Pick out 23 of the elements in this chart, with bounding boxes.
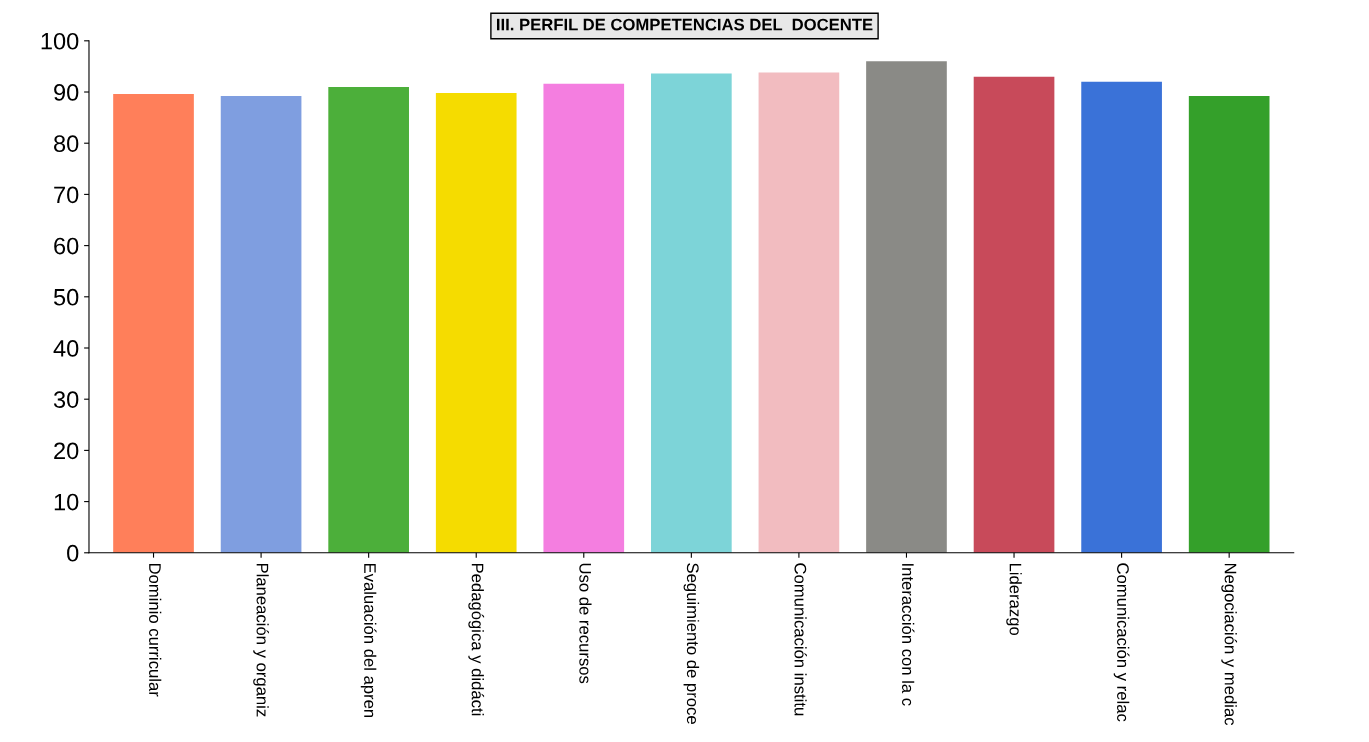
y-tick-label: 90	[54, 84, 79, 101]
y-tick-label: 20	[54, 442, 79, 460]
chart-title: III. PERFIL DE COMPETENCIAS DEL DOCENTE	[497, 18, 873, 31]
y-tick-label: 10	[54, 493, 79, 511]
x-tick-label: Liderazgo	[1006, 563, 1022, 636]
y-tick-label: 40	[53, 340, 79, 357]
y-tick-label: 100	[41, 32, 79, 50]
y-tick-label: 50	[53, 288, 79, 306]
x-tick-label: Uso de recursos	[579, 563, 592, 684]
y-tick-label: 0	[67, 544, 79, 562]
y-tick-label: 80	[54, 135, 79, 152]
x-tick-label: Dominio curricular	[149, 563, 162, 697]
y-tick-label: 30	[53, 391, 79, 408]
x-tick-label: Interacción con la c	[902, 564, 915, 706]
x-tick-label: Pedagógica y didácti	[468, 563, 485, 716]
x-tick-label: Comunicación institu	[794, 563, 807, 716]
x-tick-label: Evaluación del apren	[360, 563, 377, 718]
x-tick-label: Planeación y organiz	[253, 563, 269, 717]
x-tick-label: Negociación y mediac	[1221, 563, 1238, 726]
y-tick-label: 70	[54, 186, 79, 204]
x-tick-label: Seguimiento de proce	[683, 563, 700, 724]
x-tick-label: Comunicación y relac	[1113, 563, 1130, 722]
y-tick-label: 60	[54, 237, 79, 255]
